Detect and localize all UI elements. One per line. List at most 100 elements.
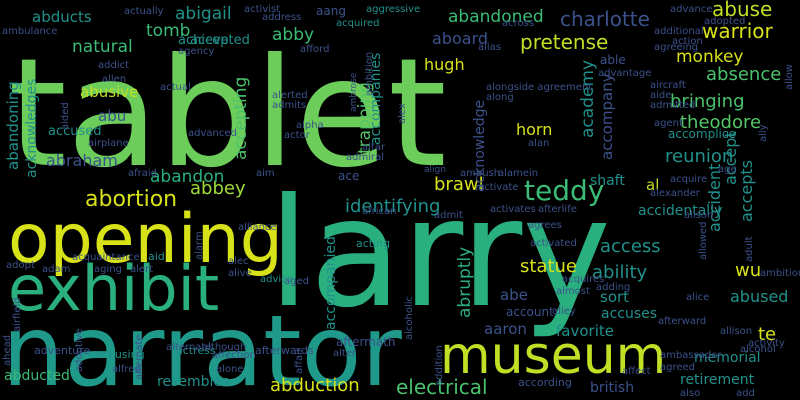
word-aaron: aaron [484,320,527,338]
word-alex: actual [160,82,191,93]
word-actress: accusing [96,348,145,361]
word-address: activist [244,4,280,15]
word-aid: alert [130,264,153,275]
word-teddy: teddy [524,174,604,207]
word-accusing: according [518,376,572,389]
word-abbey: abbey [190,178,246,199]
word-african: aim [256,168,275,179]
word-trapping: trapping [355,82,375,154]
word-academy: academy [578,60,598,138]
word-acquire: age [718,164,737,175]
word-agent: alpha [296,120,324,131]
word-abduction: abduction [270,375,360,396]
word-theodore: theodore [680,112,761,133]
word-addict: alias [478,42,501,53]
word-adopt: advice [260,274,293,285]
word-aircraft: aided [60,102,71,130]
word-alcoholic: alley [552,306,576,317]
word-bringing: bringing [670,91,745,112]
word-abuse: abuse [712,0,772,21]
word-accident: accident [705,164,724,232]
word-alone: alter [333,348,357,359]
word-aang: aang [316,4,346,18]
word-brawl: brawl [434,174,484,195]
word-allowed: alison [684,210,713,221]
word-alongside-agreement: alex [397,103,408,124]
word-reunion: reunion [665,146,733,167]
word-alan: alamein [498,168,538,179]
word-accompanied: accompanied [323,236,339,330]
word-agreeing: additional [654,26,704,37]
word-ace: able [600,53,626,67]
word-alison: alice [686,292,709,303]
word-also: alcohol [740,344,776,355]
word-shaft: al [646,176,659,194]
word-afford: ambition [364,52,375,96]
word-abu: abu [98,107,126,125]
word-museum: museum [440,326,666,386]
word-adventure: afterwards [255,344,314,357]
word-according: account [506,305,554,319]
word-agrees: admit [434,210,463,221]
word-adopted: advance [670,4,713,15]
word-allen: addict [98,60,129,71]
word-exhibit: exhibit [8,252,219,325]
word-adoptive: airfield [12,297,23,332]
word-aided: allen [102,74,126,85]
word-actor: advanced [188,128,237,139]
word-horn: horn [516,120,552,139]
word-advice: adventure [34,344,91,357]
word-affect: agreed [660,362,695,373]
word-tomb: tomb [146,21,190,41]
word-memorial: memorial [694,350,761,366]
word-charlotte: charlotte [560,7,650,31]
word-allen-2: afterward [658,316,706,327]
word-hugh: hugh [424,55,465,74]
word-statue: statue [520,256,577,277]
word-afterlife: african [362,206,397,217]
word-ability: ability [592,262,648,283]
word-ambulance: adopted [704,16,745,27]
word-monkey: monkey [676,47,744,67]
word-although: affair [294,347,305,374]
word-activist: actually [124,6,164,17]
word-electrical: electrical [396,375,488,399]
word-ally: agent [654,118,683,129]
word-advanced: airplane [88,138,129,149]
word-access: access [600,236,661,257]
word-account: ace [338,169,359,183]
word-acquires: activated [530,238,577,249]
word-activate: activates [490,204,536,215]
word-alice: almost [556,286,590,297]
word-alliance: alarm [194,231,205,260]
word-abraham: abraham [46,151,118,170]
word-pretense: pretense [520,30,608,54]
word-accomplice: accomplice [668,127,736,141]
word-age: alan [528,138,549,149]
word-retirement: retirement [680,372,755,388]
word-al: achieve [178,33,229,48]
word-alert: aging [94,264,122,275]
word-narrator: narrator [2,295,402,400]
word-abducts: abducts [32,8,92,26]
word-resembles: resembles [157,374,229,390]
word-favorite: favorite [556,322,614,340]
word-airfield: alcoholic [404,296,415,340]
word-abducted: abducted [4,368,70,384]
word-alerted: afford [300,44,329,55]
word-actually: acting [356,237,390,250]
word-alec: alliance [238,222,277,233]
word-across: acquired [336,18,379,29]
word-ambition: ambrose [349,72,359,112]
word-achieve: accepted [190,33,250,48]
word-airplane: admits [272,100,306,111]
word-larry: larry [268,167,611,341]
word-actual: aide [650,90,671,101]
word-activates: afterlife [538,204,577,215]
word-altar: ally [758,124,769,142]
word-adult: allowed [698,222,709,260]
word-warrior: warrior [702,19,774,43]
word-abandon: abandon [150,167,224,187]
word-ad: aftermath [336,335,396,349]
word-abandoning: abandoning [4,81,22,170]
